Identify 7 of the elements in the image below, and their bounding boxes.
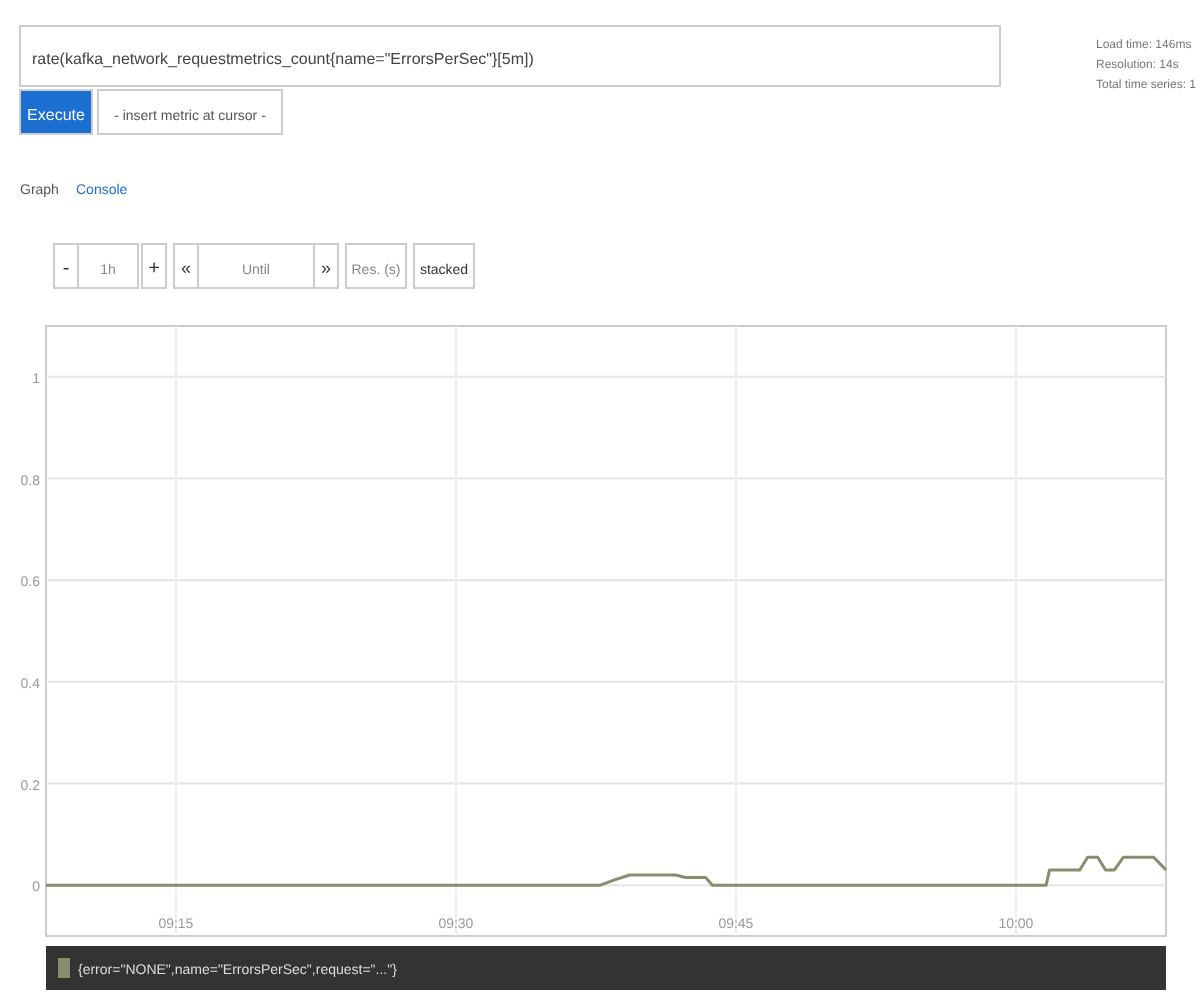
chart-title: rate(kafka_network_requestmetrics_count{name="ErrorsPerSec"}[5m]) bbox=[32, 50, 535, 68]
line-series bbox=[44, 855, 1168, 887]
text: + bbox=[148, 258, 161, 280]
text: - bbox=[62, 258, 70, 280]
text: Execute bbox=[27, 106, 87, 124]
text: » bbox=[320, 258, 332, 278]
text: « bbox=[180, 258, 192, 278]
